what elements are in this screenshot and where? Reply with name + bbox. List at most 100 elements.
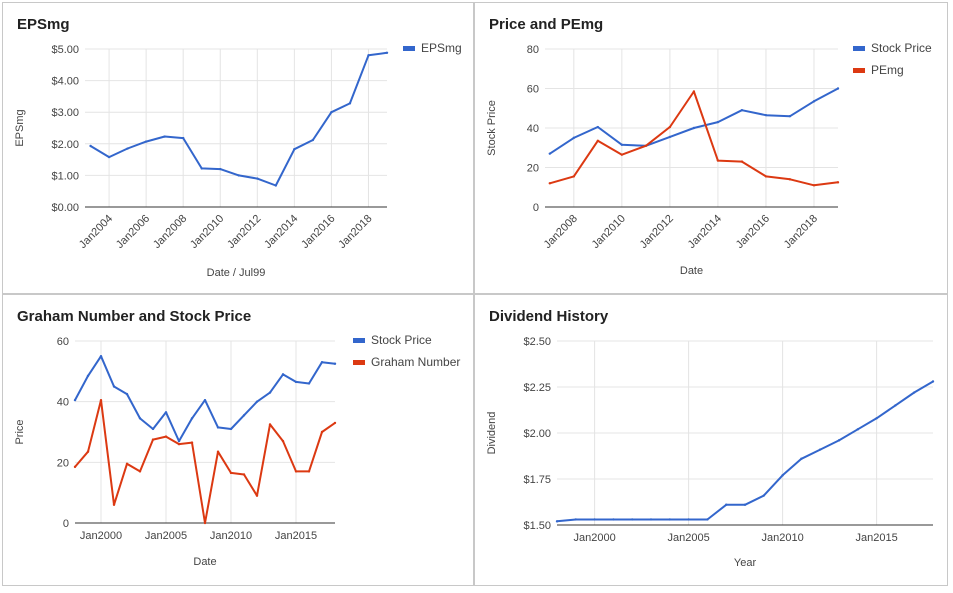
data-point — [138, 417, 142, 420]
y-tick-label: $2.00 — [51, 139, 79, 151]
x-tick-label: Jan2010 — [590, 213, 628, 251]
data-point — [593, 518, 596, 521]
x-tick-label: Jan2016 — [299, 213, 337, 251]
x-tick-label: Jan2014 — [686, 213, 724, 251]
data-point — [716, 120, 720, 124]
legend-swatch — [853, 46, 865, 51]
data-point — [307, 470, 311, 473]
x-tick-label: Jan2010 — [210, 530, 252, 542]
x-tick-label: Jan2015 — [275, 530, 317, 542]
data-point — [229, 427, 233, 431]
data-point — [620, 153, 624, 156]
legend-label: PEmg — [871, 63, 904, 77]
data-point — [692, 126, 696, 130]
data-point — [837, 439, 841, 442]
graham-chart: Graham Number and Stock Price 0 20 40 60 Jan2… — [14, 308, 460, 568]
x-tick-label: Jan2018 — [782, 213, 820, 251]
data-point — [219, 167, 222, 171]
data-point — [687, 518, 690, 521]
dividend-chart: Dividend History $1.50 $1.75 $2.00 $2.25 $2.5… — [486, 308, 935, 569]
y-axis-label: Price — [14, 419, 26, 444]
data-point — [107, 155, 111, 159]
data-point — [385, 51, 389, 54]
data-point — [255, 400, 259, 403]
x-tick-label: Jan2010 — [761, 532, 803, 544]
data-point — [367, 54, 370, 57]
data-point — [836, 87, 840, 90]
series-line-1 — [549, 87, 839, 155]
data-point — [163, 135, 166, 138]
data-point — [333, 362, 337, 365]
data-point — [348, 102, 352, 105]
data-point — [268, 391, 272, 394]
x-axis-label: Year — [734, 557, 757, 569]
x-tick-label: Jan2012 — [225, 213, 263, 251]
y-tick-label: 0 — [63, 518, 69, 530]
data-point — [716, 159, 720, 162]
data-point — [216, 426, 220, 429]
data-point — [743, 503, 747, 506]
y-axis-label: EPSmg — [14, 109, 26, 146]
data-point — [177, 442, 181, 446]
data-point — [144, 140, 148, 143]
data-point — [812, 100, 816, 103]
price-pe-chart: Price and PEmg 0 20 40 60 80 Jan2008 Jan2010 Jan… — [486, 16, 932, 277]
data-point — [274, 184, 278, 187]
data-point — [73, 465, 77, 469]
x-tick-label: Jan2015 — [855, 532, 897, 544]
data-point — [294, 470, 298, 473]
x-tick-label: Jan2006 — [114, 213, 152, 251]
x-tick-label: Jan2012 — [638, 213, 676, 251]
x-axis-label: Date — [680, 265, 703, 277]
data-point — [596, 125, 600, 129]
data-point — [668, 518, 671, 521]
price-pe-chart-panel: Price and PEmg 0 20 40 60 80 Jan2008 Jan2010 Jan… — [474, 2, 948, 294]
data-point — [164, 411, 168, 414]
y-tick-label: 20 — [57, 457, 69, 469]
data-point — [190, 441, 194, 444]
data-point — [725, 503, 728, 506]
data-point — [200, 167, 203, 170]
legend-label: Stock Price — [871, 41, 932, 55]
y-tick-label: 60 — [527, 84, 539, 96]
legend-label: EPSmg — [421, 41, 462, 55]
x-tick-label: Jan2008 — [151, 213, 189, 251]
y-tick-label: $3.00 — [51, 107, 79, 119]
data-point — [668, 135, 672, 139]
x-tick-label: Jan2014 — [262, 213, 300, 251]
x-tick-label: Jan2018 — [336, 213, 374, 251]
data-point — [99, 354, 103, 358]
data-point — [894, 404, 897, 407]
data-point — [572, 136, 576, 140]
data-point — [668, 125, 672, 129]
data-point — [268, 423, 272, 426]
legend-label: Graham Number — [371, 355, 460, 369]
y-tick-label: $1.50 — [523, 520, 551, 532]
data-point — [151, 427, 155, 431]
data-point — [216, 450, 220, 453]
data-point — [86, 374, 90, 378]
data-point — [706, 518, 709, 521]
data-point — [644, 144, 648, 147]
x-axis-label: Date — [193, 556, 216, 568]
data-point — [740, 109, 744, 112]
data-point — [112, 503, 116, 506]
x-tick-label: Jan2000 — [80, 530, 122, 542]
data-point — [125, 392, 129, 396]
data-point — [781, 474, 784, 477]
legend-label: Stock Price — [371, 333, 432, 347]
data-point — [99, 398, 103, 402]
data-point — [555, 520, 559, 523]
data-point — [574, 518, 577, 521]
data-point — [125, 462, 129, 466]
data-point — [177, 439, 181, 443]
data-point — [333, 421, 337, 425]
y-tick-label: $2.50 — [523, 336, 551, 348]
data-point — [293, 147, 296, 151]
x-tick-label: Jan2016 — [734, 213, 772, 251]
y-tick-label: 0 — [533, 202, 539, 214]
legend-swatch — [853, 68, 865, 73]
data-point — [112, 385, 116, 388]
data-point — [190, 417, 194, 420]
x-tick-label: Jan2005 — [667, 532, 709, 544]
